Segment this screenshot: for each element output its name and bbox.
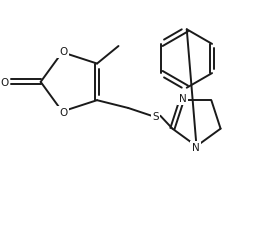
Text: S: S [152,111,159,121]
Text: N: N [179,94,187,104]
Text: N: N [192,142,199,153]
Text: O: O [1,78,9,87]
Text: O: O [59,108,67,118]
Text: O: O [59,47,67,57]
